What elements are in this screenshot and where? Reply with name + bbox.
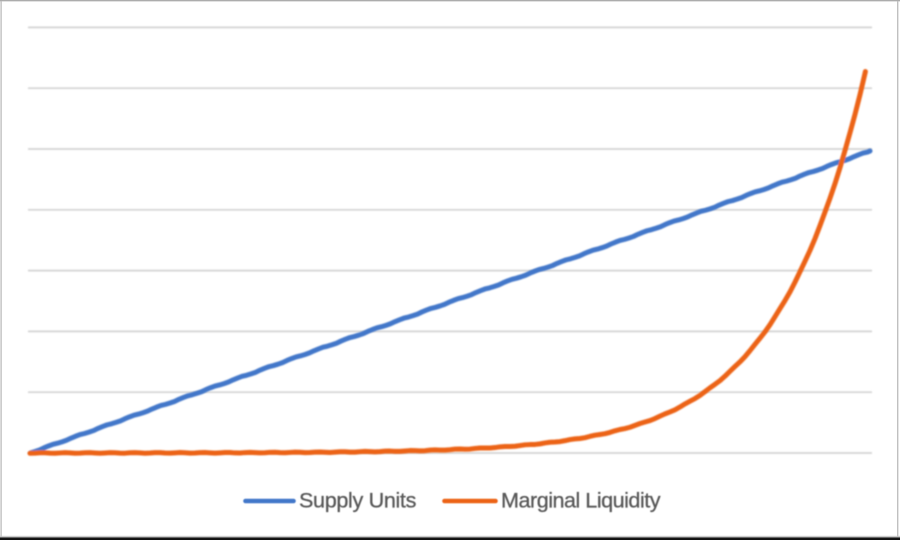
svg-text:Supply Units: Supply Units <box>299 488 417 513</box>
svg-text:Marginal Liquidity: Marginal Liquidity <box>501 488 661 513</box>
